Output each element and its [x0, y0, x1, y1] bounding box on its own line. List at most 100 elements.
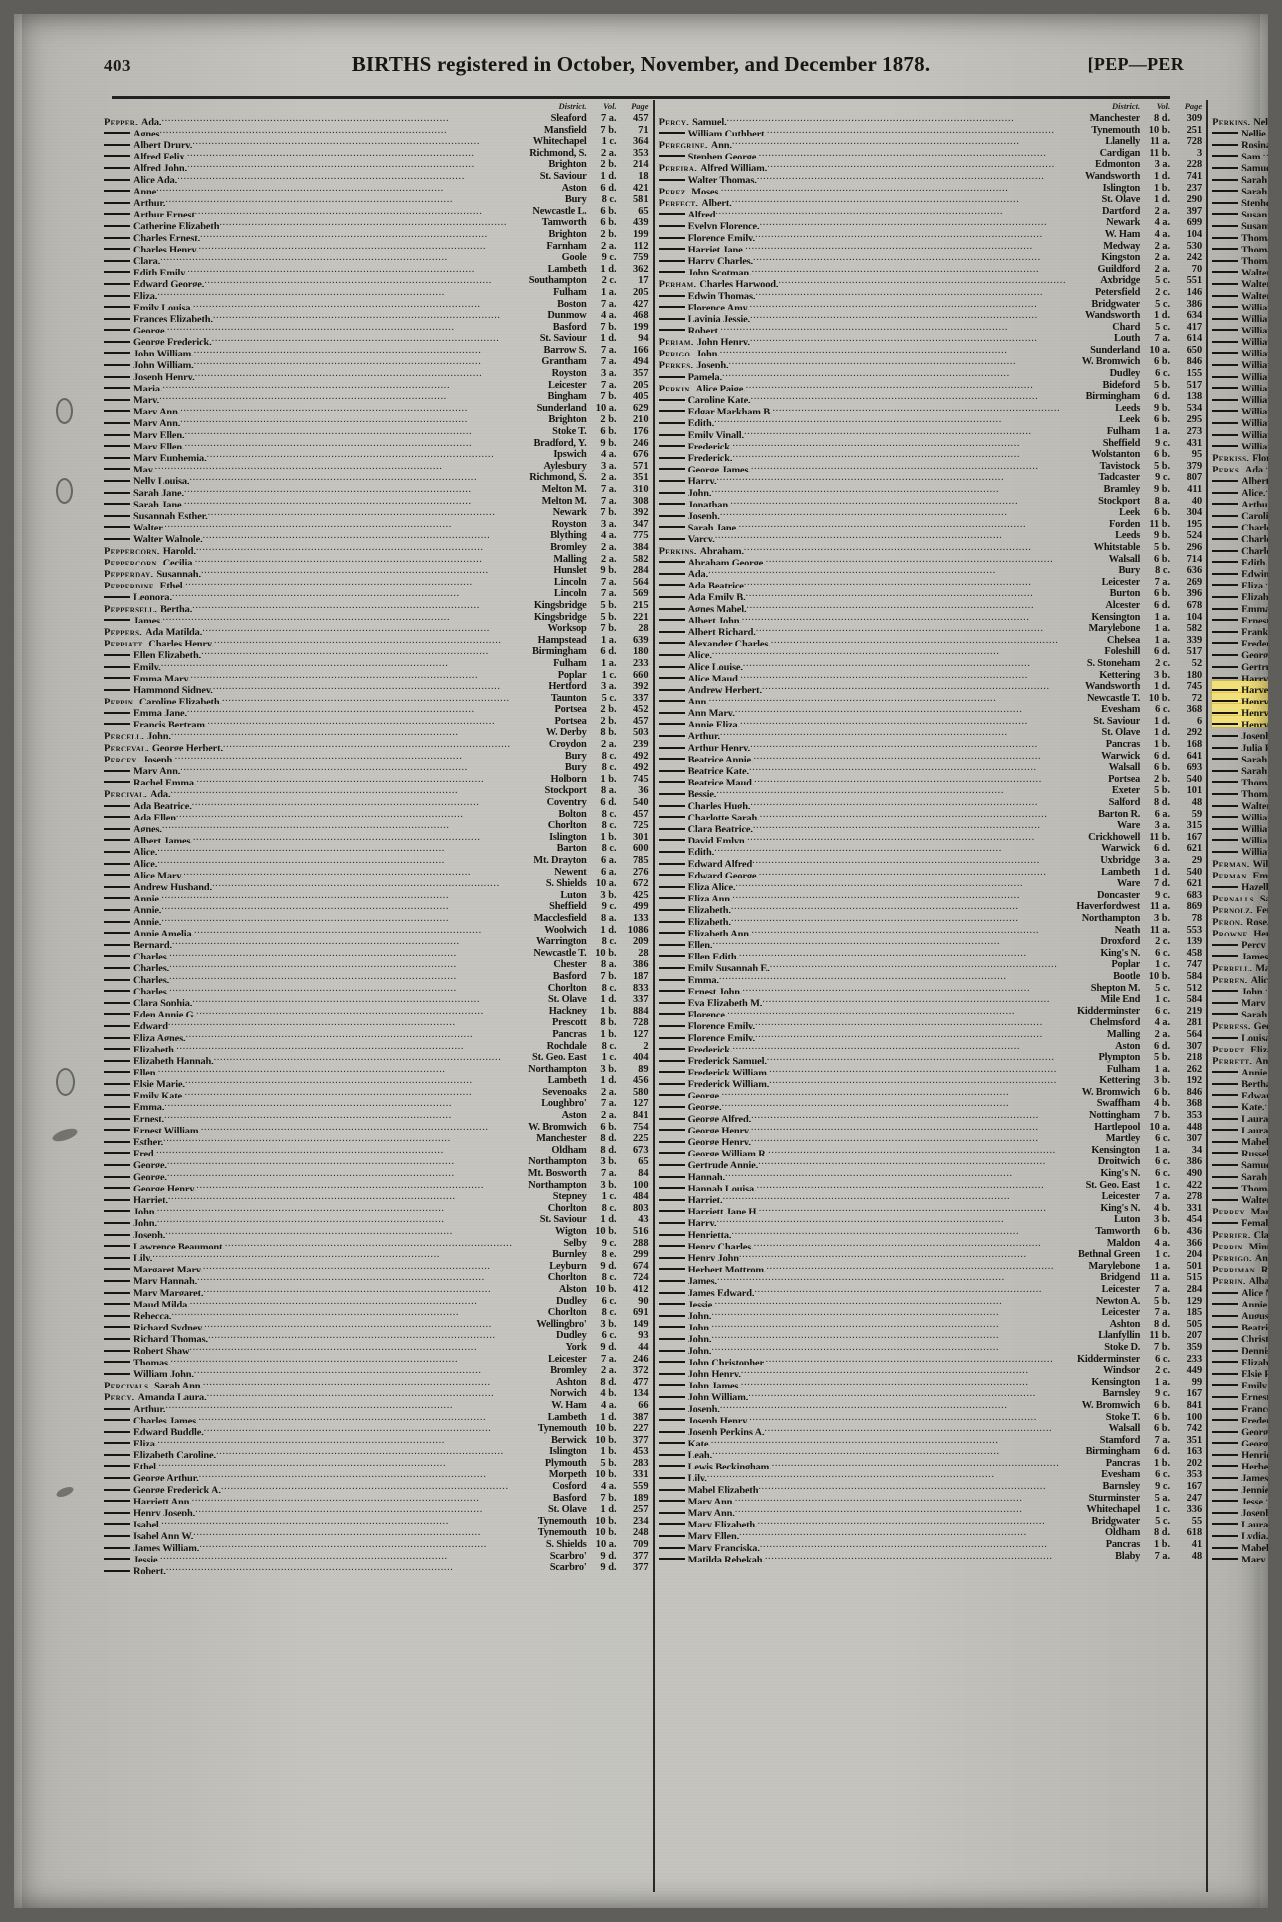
- index-row[interactable]: David Emlyn. ...........................…: [658, 832, 1202, 843]
- index-row[interactable]: Alexander Charles. .....................…: [658, 635, 1202, 646]
- index-row[interactable]: Perkins, Abraham. ......................…: [659, 542, 1203, 554]
- index-row[interactable]: John. ..................................…: [1212, 983, 1282, 994]
- index-row[interactable]: Frederick Samuel. ......................…: [658, 1052, 1202, 1064]
- index-row[interactable]: Emily Louisa. ..........................…: [104, 299, 649, 310]
- index-row[interactable]: Laura. .................................…: [1212, 1110, 1282, 1122]
- index-row[interactable]: Harriet Jane. ..........................…: [658, 241, 1202, 252]
- index-row[interactable]: Abraham George. ........................…: [658, 554, 1202, 565]
- index-row[interactable]: Charlotte Sarah. .......................…: [658, 809, 1202, 820]
- index-row[interactable]: Percivals, Sarah Ann. ..................…: [104, 1377, 649, 1389]
- index-row[interactable]: Agnes ..................................…: [104, 125, 649, 136]
- index-row[interactable]: Ernest. ................................…: [1212, 612, 1282, 623]
- index-row[interactable]: Sam. ...................................…: [1212, 148, 1282, 159]
- index-row[interactable]: Sarah Jane. ............................…: [1212, 762, 1282, 774]
- index-row[interactable]: William Henry. .........................…: [1212, 356, 1282, 368]
- index-row[interactable]: Florence. ..............................…: [658, 1006, 1202, 1017]
- index-row[interactable]: Perigo, John. ..........................…: [659, 345, 1203, 357]
- index-row[interactable]: Walter Thomas. .........................…: [658, 171, 1202, 183]
- index-row[interactable]: Alice. .................................…: [658, 646, 1202, 658]
- index-row[interactable]: Ernest William. ........................…: [104, 1122, 649, 1133]
- index-row[interactable]: Bernard. ...............................…: [104, 936, 649, 948]
- index-row[interactable]: William Christopher. ...................…: [1212, 333, 1282, 345]
- index-row[interactable]: Peregrine, Ann. ........................…: [659, 136, 1203, 148]
- index-row[interactable]: Alfred .................................…: [658, 206, 1202, 217]
- index-row[interactable]: Andrew Herbert. ........................…: [658, 681, 1202, 693]
- index-row[interactable]: Eliza Alice. ...........................…: [658, 878, 1202, 890]
- index-row[interactable]: Female. ................................…: [1212, 1214, 1282, 1226]
- index-row[interactable]: Edward George. .........................…: [658, 867, 1202, 878]
- index-row[interactable]: Elizabeth Hannah. ......................…: [104, 1052, 649, 1064]
- index-row[interactable]: Thomas William. ........................…: [1212, 1180, 1282, 1191]
- index-row[interactable]: Albert Drury. ..........................…: [104, 136, 649, 148]
- index-row[interactable]: Fred. ..................................…: [104, 1145, 649, 1156]
- index-row[interactable]: Laura Letitia. .........................…: [1212, 1516, 1282, 1527]
- index-row[interactable]: Percey, Joseph. ........................…: [104, 751, 649, 763]
- index-row[interactable]: Pepperday, Susannah. ...................…: [104, 565, 649, 577]
- index-row[interactable]: Sarah Jane. ............................…: [658, 519, 1202, 530]
- index-row[interactable]: Sarah Jane. ............................…: [104, 484, 649, 496]
- index-row[interactable]: Sarah Jane. ............................…: [104, 496, 649, 507]
- index-row[interactable]: Emily Vinall. ..........................…: [658, 426, 1202, 438]
- index-row[interactable]: Sarah Ann. .............................…: [1212, 183, 1282, 194]
- index-row-highlighted[interactable]: Harvey .................................…: [1212, 681, 1282, 693]
- index-row[interactable]: Albert Richard. ........................…: [658, 623, 1202, 635]
- index-row[interactable]: Agnes. .................................…: [104, 820, 649, 832]
- index-row[interactable]: Joseph. ................................…: [104, 1226, 649, 1238]
- index-row[interactable]: Charles. ...............................…: [104, 971, 649, 983]
- index-row[interactable]: Edwin James. ...........................…: [1212, 565, 1282, 577]
- index-row[interactable]: Percy, Amanda Laura. ...................…: [104, 1388, 649, 1400]
- index-row[interactable]: Harry. .................................…: [658, 472, 1202, 484]
- index-row[interactable]: Matilda Rebekah. .......................…: [658, 1551, 1202, 1562]
- index-row[interactable]: George Henry. ..........................…: [104, 1180, 649, 1191]
- index-row[interactable]: Elizabeth. .............................…: [1212, 588, 1282, 600]
- index-row[interactable]: Hannah Louisa. .........................…: [658, 1180, 1202, 1191]
- index-row[interactable]: Perren, Alice Emily. ...................…: [1212, 971, 1282, 983]
- index-row[interactable]: George Arthur. .........................…: [104, 1469, 649, 1481]
- index-row[interactable]: Eliza Agnes. ...........................…: [104, 1029, 649, 1041]
- index-row[interactable]: Nellie. ................................…: [1212, 125, 1282, 136]
- index-row[interactable]: Perkin, Alice Paige. ...................…: [659, 380, 1203, 392]
- index-row[interactable]: William Thomas. ........................…: [1212, 843, 1282, 855]
- index-row[interactable]: Julia Florence. ........................…: [1212, 739, 1282, 751]
- index-row[interactable]: Arthur. ................................…: [104, 194, 649, 206]
- index-row[interactable]: Emily Kate. ............................…: [1212, 1377, 1282, 1388]
- index-row[interactable]: Catherine Elizabeth ....................…: [104, 217, 649, 229]
- index-row[interactable]: Ernest. ................................…: [104, 1110, 649, 1122]
- index-row[interactable]: Harriett Ann. ..........................…: [104, 1493, 649, 1504]
- index-row[interactable]: Annie Eliza. ...........................…: [658, 716, 1202, 727]
- index-row[interactable]: George James. ..........................…: [658, 461, 1202, 472]
- index-row[interactable]: Thomas. ................................…: [1212, 774, 1282, 785]
- index-row-highlighted[interactable]: Henry ..................................…: [1212, 692, 1282, 705]
- index-row[interactable]: Elizabeth. .............................…: [658, 913, 1202, 925]
- index-row[interactable]: Perriman, Reginald Arthur J. ...........…: [1212, 1261, 1282, 1272]
- index-row[interactable]: William Reeve ..........................…: [1212, 403, 1282, 414]
- index-row[interactable]: Eva Elizabeth M. .......................…: [658, 994, 1202, 1006]
- index-row[interactable]: Henrietta Lydia M. .....................…: [1212, 1446, 1282, 1458]
- index-row[interactable]: Peppersell, Bertha. ....................…: [104, 600, 649, 612]
- index-row[interactable]: Pepper, Ada. ...........................…: [104, 113, 649, 125]
- index-row[interactable]: Joseph Perkins A. ......................…: [658, 1423, 1202, 1435]
- index-row[interactable]: Mabel Alice. ...........................…: [1212, 1133, 1282, 1145]
- index-row[interactable]: George. ................................…: [104, 322, 649, 333]
- index-row[interactable]: Frances. ...............................…: [1212, 1400, 1282, 1412]
- index-row[interactable]: Joseph. ................................…: [658, 507, 1202, 519]
- index-row[interactable]: Perks, Ada. ............................…: [1212, 461, 1282, 473]
- index-row[interactable]: George Charles. ........................…: [1212, 646, 1282, 658]
- index-row[interactable]: Kate. ..................................…: [658, 1435, 1202, 1446]
- index-row[interactable]: Charles. ...............................…: [104, 983, 649, 994]
- index-row[interactable]: Ada Emily B. ...........................…: [658, 588, 1202, 600]
- index-row[interactable]: Perrigo, Ann Eliza. ....................…: [1212, 1249, 1282, 1261]
- index-row[interactable]: Rosina Delsy. ..........................…: [1212, 136, 1282, 148]
- index-row[interactable]: Rebecca. ...............................…: [104, 1307, 649, 1319]
- index-row[interactable]: Ada. ...................................…: [658, 565, 1202, 577]
- index-row[interactable]: Maria. .................................…: [104, 380, 649, 391]
- index-row[interactable]: Edgar Markham B. .......................…: [658, 403, 1202, 414]
- index-row[interactable]: Ann Mary. ..............................…: [658, 704, 1202, 716]
- index-row[interactable]: Perrey, Mary Ann. ......................…: [1212, 1203, 1282, 1214]
- index-row[interactable]: Ernest Charles. ........................…: [1212, 1388, 1282, 1400]
- index-row[interactable]: Thomas. ................................…: [1212, 785, 1282, 797]
- index-row[interactable]: Charles. ...............................…: [104, 948, 649, 959]
- index-row[interactable]: James. .................................…: [1212, 948, 1282, 959]
- index-row[interactable]: William John. ..........................…: [104, 1365, 649, 1377]
- index-row[interactable]: Frederick William. .....................…: [658, 1064, 1202, 1075]
